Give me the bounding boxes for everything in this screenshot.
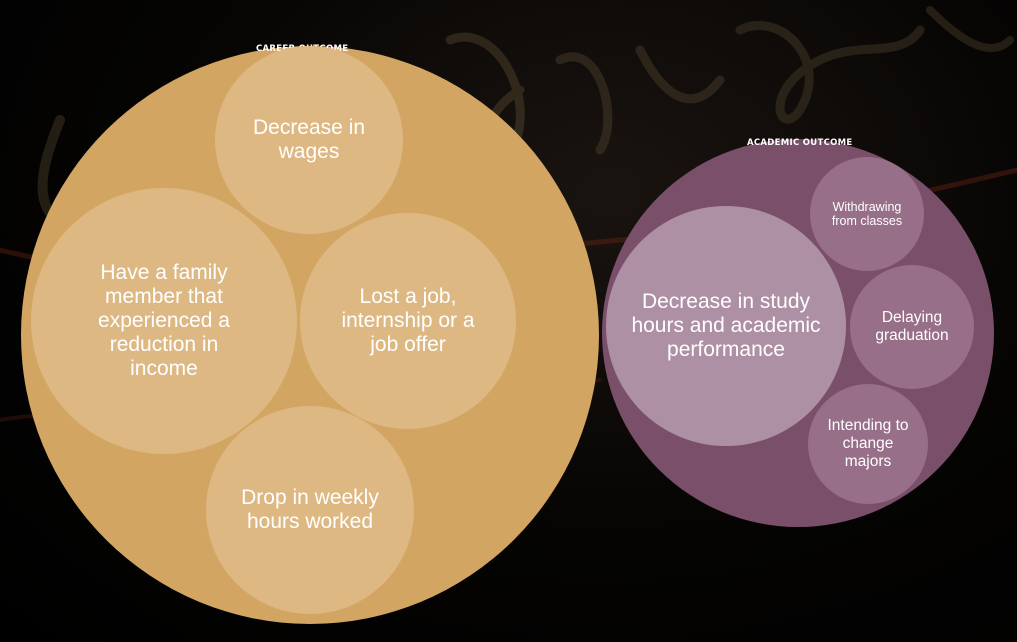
bubble-label: Intending to change majors: [827, 417, 909, 470]
academic-bubble-delaying-graduation[interactable]: Delaying graduation: [850, 265, 974, 389]
bubble-label: Withdrawing from classes: [831, 199, 903, 228]
career-bubble-family-reduction-in-income[interactable]: Have a family member that experienced a …: [31, 188, 297, 454]
academic-bubble-change-majors[interactable]: Intending to change majors: [808, 384, 928, 504]
bubble-label: Decrease in study hours and academic per…: [631, 289, 821, 362]
career-bubble-lost-job[interactable]: Lost a job, internship or a job offer: [300, 213, 516, 429]
career-bubble-drop-in-weekly-hours[interactable]: Drop in weekly hours worked: [206, 406, 414, 614]
bubble-label: Drop in weekly hours worked: [241, 485, 379, 533]
bubble-label: Decrease in wages: [252, 115, 366, 163]
bubble-label: Lost a job, internship or a job offer: [341, 284, 475, 357]
bubble-label: Delaying graduation: [875, 309, 949, 344]
academic-outcome-label: ACADEMIC OUTCOME: [747, 138, 853, 148]
academic-bubble-withdrawing[interactable]: Withdrawing from classes: [810, 157, 924, 271]
academic-bubble-study-hours[interactable]: Decrease in study hours and academic per…: [606, 206, 846, 446]
bubble-label: Have a family member that experienced a …: [98, 260, 230, 381]
career-bubble-decrease-in-wages[interactable]: Decrease in wages: [215, 46, 403, 234]
